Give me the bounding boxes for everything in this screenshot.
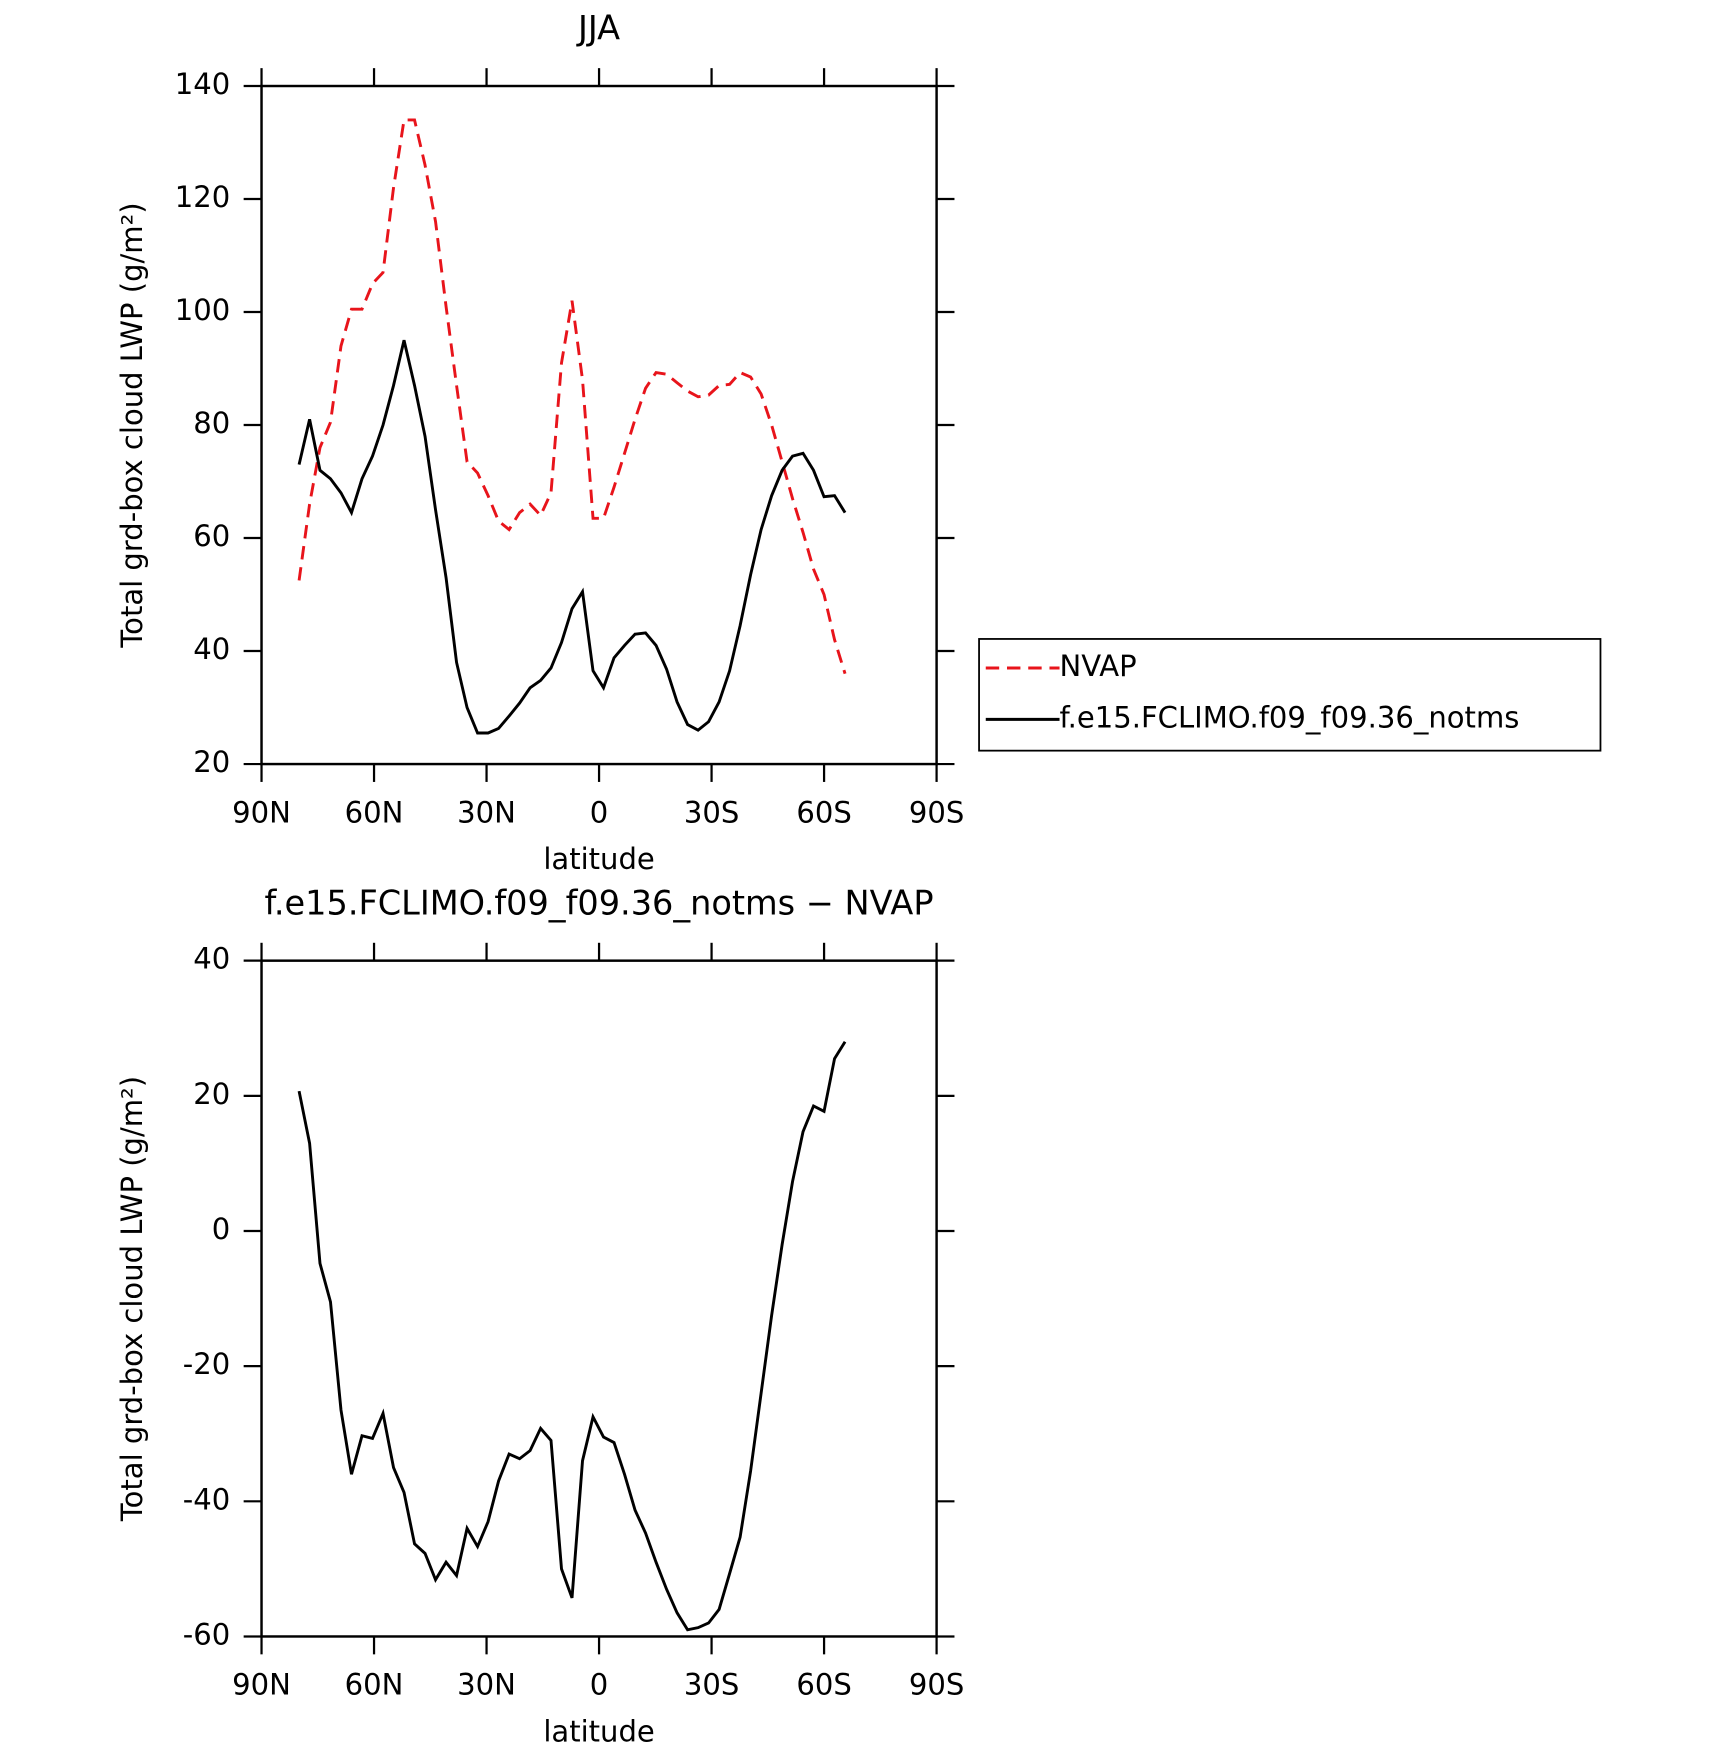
x-tick-label: 60N (345, 1668, 404, 1702)
x-tick-label: 60S (796, 795, 851, 829)
data-line (297, 339, 847, 735)
y-axis-label: Total grd-box cloud LWP (g/m²) (115, 1076, 149, 1522)
y-tick-label: -40 (183, 1482, 230, 1516)
y-axis-label: Total grd-box cloud LWP (g/m²) (115, 202, 149, 648)
x-tick-label: 30S (684, 1668, 739, 1702)
y-tick-label: 40 (193, 942, 230, 976)
y-tick-label: 20 (193, 745, 230, 779)
plot-frame (260, 84, 938, 766)
y-tick-label: 80 (193, 406, 230, 440)
y-tick-label: 140 (175, 67, 230, 101)
y-tick-label: 20 (193, 1077, 230, 1111)
x-tick-label: 60N (345, 795, 404, 829)
x-tick-label: 30S (684, 795, 739, 829)
chart-title: f.e15.FCLIMO.f09_f09.36_notms − NVAP (265, 883, 934, 922)
y-tick-label: -60 (183, 1617, 230, 1651)
x-tick-label: 90N (232, 795, 291, 829)
y-tick-label: 40 (193, 632, 230, 666)
x-tick-label: 30N (457, 1668, 516, 1702)
x-tick-label: 0 (590, 1668, 608, 1702)
legend-label: NVAP (1060, 649, 1137, 683)
x-tick-label: 90S (909, 1668, 964, 1702)
plot-frame (260, 959, 938, 1638)
chart-title: JJA (576, 9, 620, 48)
y-tick-label: -20 (183, 1347, 230, 1381)
data-line (297, 118, 847, 675)
x-tick-label: 30N (457, 795, 516, 829)
legend-box (978, 638, 1602, 752)
y-tick-label: 0 (212, 1212, 230, 1246)
x-tick-label: 90N (232, 1668, 291, 1702)
x-tick-label: 60S (796, 1668, 851, 1702)
legend-label: f.e15.FCLIMO.f09_f09.36_notms (1060, 700, 1520, 734)
x-tick-label: 90S (909, 795, 964, 829)
data-line (297, 1040, 847, 1632)
x-axis-label: latitude (543, 1715, 654, 1749)
y-tick-label: 60 (193, 519, 230, 553)
y-tick-label: 120 (175, 180, 230, 214)
x-axis-label: latitude (543, 842, 654, 876)
y-tick-label: 100 (175, 293, 230, 327)
x-tick-label: 0 (590, 795, 608, 829)
